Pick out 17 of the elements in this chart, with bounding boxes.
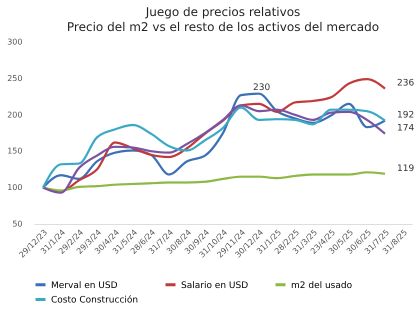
legend-label: Salario en USD (181, 280, 248, 291)
y-tick-label: 50 (12, 220, 22, 228)
legend-label: Merval en USD (51, 280, 118, 291)
y-tick-label: 250 (7, 74, 22, 83)
chart-title: Juego de precios relativos (144, 5, 300, 19)
y-tick-label: 200 (7, 110, 22, 120)
annotation: 230 (253, 82, 270, 93)
chart-subtitle: Precio del m2 vs el resto de los activos del mercado (66, 20, 380, 34)
legend-label: Costo Construcción (51, 294, 138, 306)
y-tick-label: 150 (7, 146, 22, 156)
y-tick-label: 300 (7, 38, 22, 46)
annotation: 192 (397, 110, 414, 121)
y-tick-label: 100 (7, 183, 22, 192)
annotation: 174 (397, 124, 414, 134)
legend-label: m2 del usado (291, 280, 353, 291)
annotation: 119 (397, 164, 414, 174)
annotation: 236 (397, 78, 414, 89)
